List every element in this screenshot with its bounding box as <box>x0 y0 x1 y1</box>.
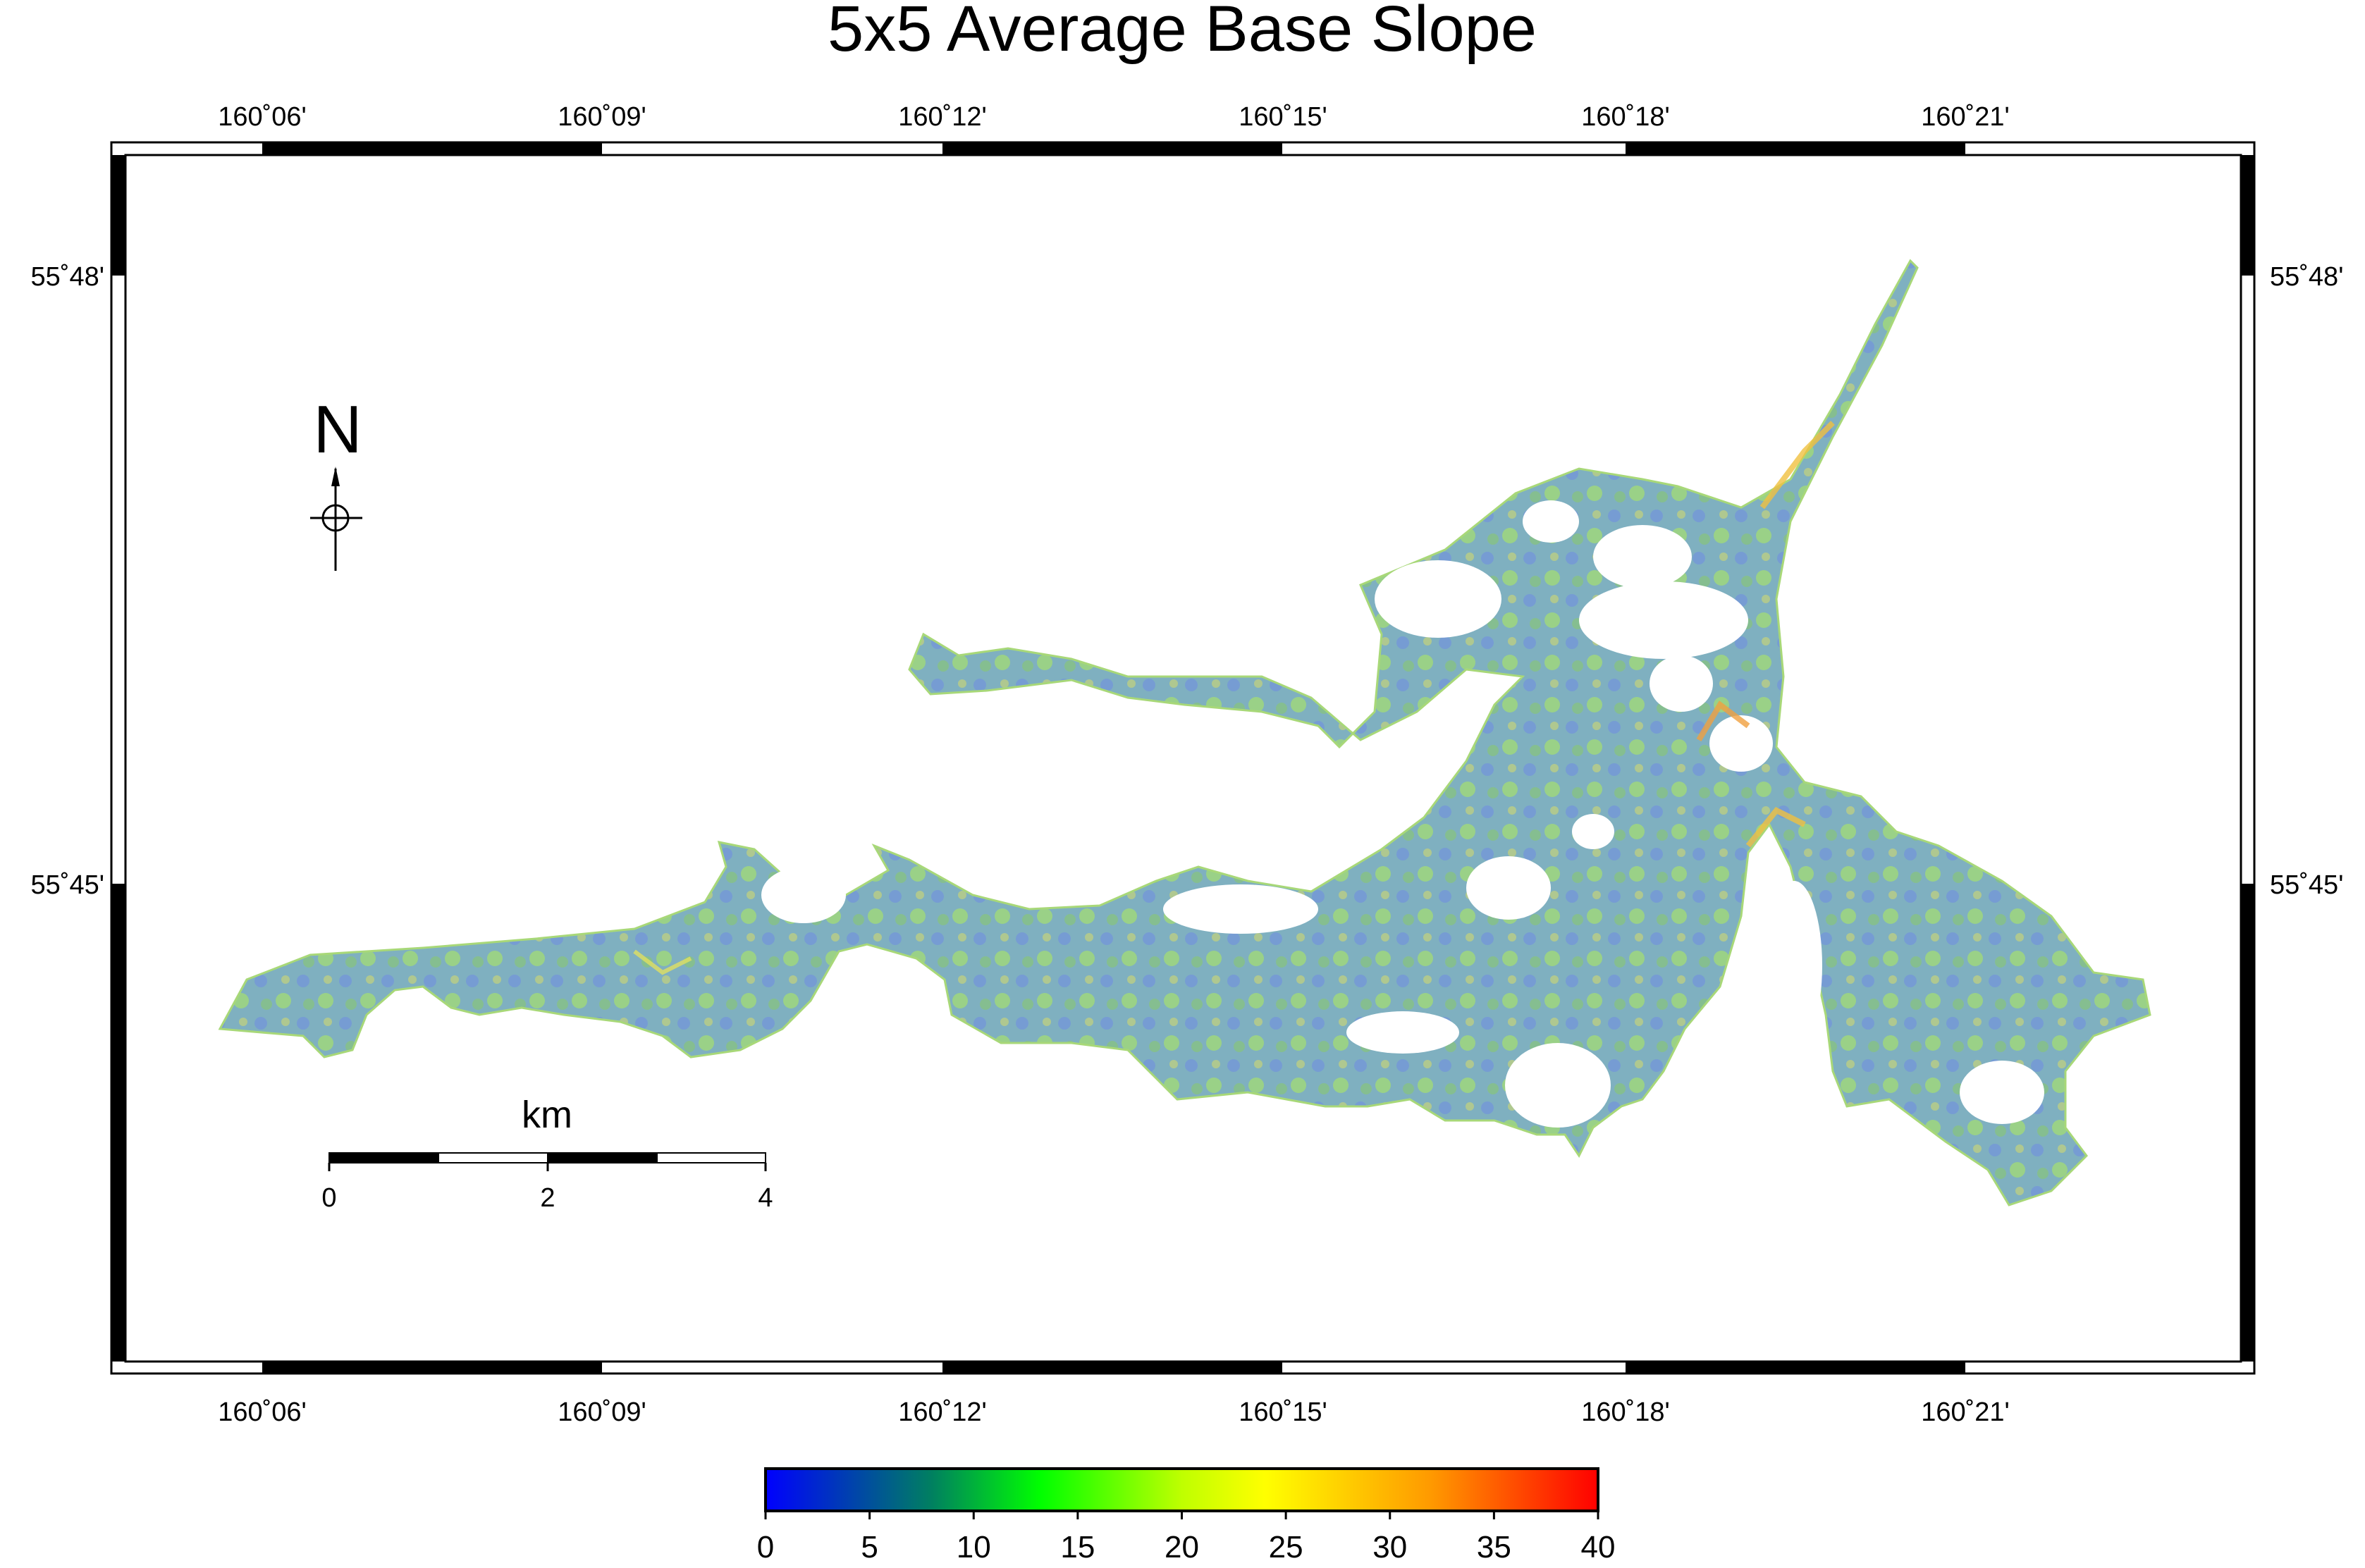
lat-tick-label: 55˚45' <box>31 870 104 900</box>
scale-tick-label: 2 <box>540 1183 555 1213</box>
island <box>1579 581 1748 659</box>
island <box>1325 659 1353 680</box>
lat-tick-label: 55˚48' <box>31 262 104 292</box>
lon-tick-label: 160˚09' <box>558 1397 646 1427</box>
colorbar-tick-label: 15 <box>1060 1530 1095 1564</box>
island <box>1505 1043 1611 1128</box>
colorbar: 0 5 10 15 20 25 30 35 40 <box>757 1467 1616 1564</box>
high-slope-band <box>1745 806 1806 848</box>
map-frame <box>110 141 2256 1375</box>
lon-tick-label: 160˚06' <box>218 1397 307 1427</box>
island <box>1650 655 1713 712</box>
colorbar-tick-label: 35 <box>1477 1530 1511 1564</box>
high-slope-band <box>633 949 692 975</box>
island <box>761 867 846 923</box>
island <box>1572 814 1614 849</box>
colorbar-tick-label: 30 <box>1372 1530 1407 1564</box>
lon-tick-label: 160˚18' <box>1581 1397 1670 1427</box>
slope-raster <box>218 259 2151 1206</box>
island <box>1466 856 1551 920</box>
lon-tick-label: 160˚21' <box>1921 1397 2010 1427</box>
lon-tick-label: 160˚15' <box>1239 102 1327 132</box>
colorbar-tick-label: 20 <box>1165 1530 1199 1564</box>
island <box>1163 884 1318 934</box>
colorbar-tick-label: 40 <box>1581 1530 1616 1564</box>
island <box>1346 1011 1459 1054</box>
high-slope-band <box>1696 700 1750 742</box>
lon-ticks-top: 160˚06' 160˚09' 160˚12' 160˚15' 160˚18' … <box>218 102 2010 132</box>
north-label: N <box>313 392 362 467</box>
colorbar-gradient <box>764 1467 1599 1512</box>
colorbar-tick-label: 5 <box>861 1530 878 1564</box>
lon-tick-label: 160˚12' <box>898 1397 987 1427</box>
slope-region <box>218 259 2151 1206</box>
lon-tick-label: 160˚18' <box>1581 102 1670 132</box>
lon-tick-label: 160˚09' <box>558 102 646 132</box>
colorbar-tick-label: 25 <box>1269 1530 1303 1564</box>
lon-tick-label: 160˚21' <box>1921 102 2010 132</box>
island <box>1766 881 1822 1050</box>
island <box>1523 500 1579 543</box>
lat-tick-label: 55˚45' <box>2270 870 2343 900</box>
lon-tick-label: 160˚12' <box>898 102 987 132</box>
scale-bar: km 0 2 4 <box>321 1094 773 1213</box>
colorbar-tick-label: 0 <box>757 1530 774 1564</box>
scale-tick-label: 4 <box>758 1183 773 1213</box>
north-arrow: N <box>310 392 362 571</box>
scale-tick-label: 0 <box>321 1183 336 1213</box>
map-title: 5x5 Average Base Slope <box>828 0 1537 65</box>
scale-unit-label: km <box>522 1094 572 1136</box>
colorbar-tick-label: 10 <box>957 1530 991 1564</box>
island <box>1709 715 1773 772</box>
island <box>1332 765 1360 786</box>
high-slope-band <box>1759 421 1835 510</box>
lon-tick-label: 160˚06' <box>218 102 307 132</box>
lat-ticks: 55˚48' 55˚45' 55˚48' 55˚45' <box>31 262 2344 900</box>
lat-tick-label: 55˚48' <box>2270 262 2343 292</box>
lon-ticks-bottom: 160˚06' 160˚09' 160˚12' 160˚15' 160˚18' … <box>218 1397 2010 1427</box>
lon-tick-label: 160˚15' <box>1239 1397 1327 1427</box>
island <box>1375 560 1501 638</box>
island <box>1960 1061 2044 1124</box>
island <box>1593 525 1692 588</box>
